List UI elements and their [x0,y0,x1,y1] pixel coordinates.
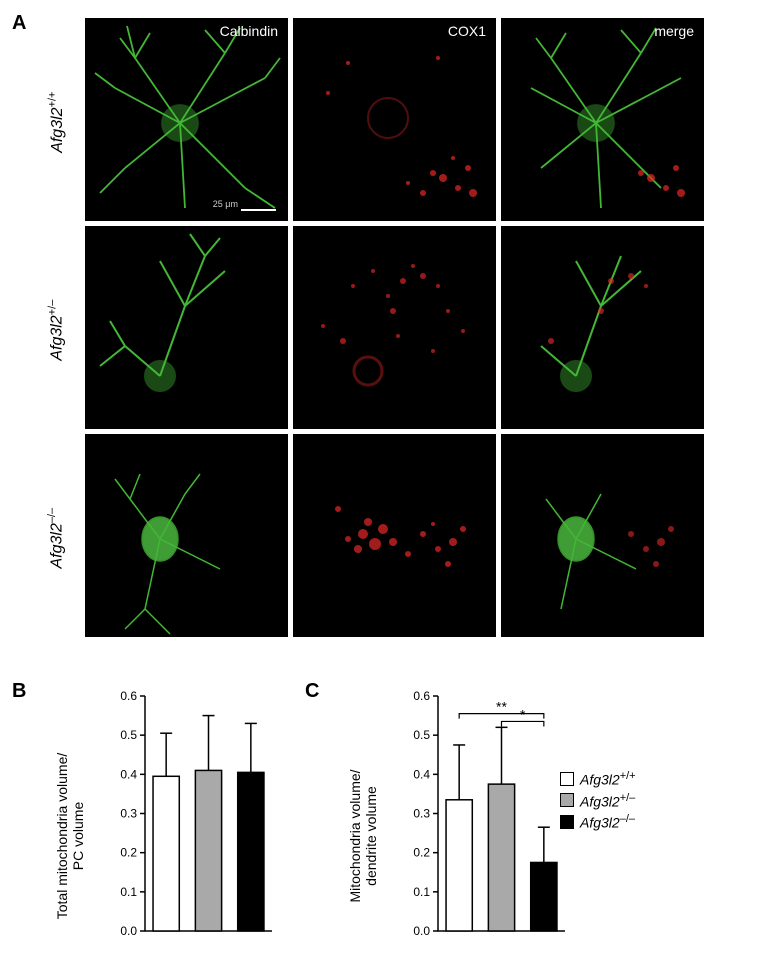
column-label: COX1 [448,23,486,39]
chart-b-svg: 0.0 0.1 0.2 0.3 0.4 0.5 0.6 [107,688,277,943]
genotype-text: Afg3l2 [49,315,66,360]
column-label: merge [654,23,694,39]
micro-wt-cox1: COX1 [293,18,496,221]
row-label-wt: Afg3l2+/+ [46,92,66,153]
ylabel-line1: Total mitochondria volume/ [54,753,70,920]
panel-letter-a: A [12,12,26,35]
svg-text:0.2: 0.2 [413,846,430,860]
genotype-text: Afg3l2 [49,107,66,152]
scale-bar-line [241,209,276,211]
legend-label: Afg3l2+/+ [580,770,636,788]
svg-text:0.4: 0.4 [120,767,137,781]
svg-text:**: ** [496,699,507,715]
chart-c: 0.00.10.20.30.40.50.6*** [400,688,570,943]
chart-c-svg: 0.00.10.20.30.40.50.6*** [400,688,570,943]
svg-text:0.1: 0.1 [120,885,137,899]
mito-image [293,18,496,221]
chart-b-ylabel: Total mitochondria volume/ PC volume [54,736,86,936]
ylabel-line2: PC volume [70,802,86,870]
legend-swatch [560,815,574,829]
chart-c-ylabel: Mitochondria volume/ dendrite volume [347,736,379,936]
svg-text:0.2: 0.2 [120,846,137,860]
legend-swatch [560,772,574,786]
neuron-image [85,18,288,221]
neuron-image [85,226,288,429]
panel-letter-b: B [12,680,26,703]
chart-b: 0.0 0.1 0.2 0.3 0.4 0.5 0.6 [107,688,277,943]
genotype-text: Afg3l2 [49,523,66,568]
micro-ko-cox1 [293,434,496,637]
neuron-image [85,434,288,637]
micro-het-calbindin [85,226,288,429]
genotype-sup: +/+ [46,92,58,108]
mito-image [293,434,496,637]
svg-text:0.0: 0.0 [120,924,137,938]
genotype-sup: –/– [46,508,58,523]
svg-text:0.1: 0.1 [413,885,430,899]
svg-text:0.0: 0.0 [413,924,430,938]
mito-image [293,226,496,429]
merge-image [501,226,704,429]
svg-text:0.4: 0.4 [413,767,430,781]
genotype-sup: +/– [46,300,58,316]
micro-ko-merge [501,434,704,637]
micro-het-cox1 [293,226,496,429]
svg-text:0.5: 0.5 [413,728,430,742]
svg-text:*: * [520,706,526,722]
micro-row-ko [85,434,704,637]
legend-item-ko: Afg3l2–/– [560,813,636,831]
ylabel-line2: dendrite volume [363,786,379,886]
microscopy-grid: Calbindin 25 μm COX1 [85,18,704,642]
row-label-het: Afg3l2+/– [46,300,66,361]
panel-letter-c: C [305,680,319,703]
legend-item-wt: Afg3l2+/+ [560,770,636,788]
svg-text:0.3: 0.3 [120,807,137,821]
legend: Afg3l2+/+ Afg3l2+/– Afg3l2–/– [560,770,636,835]
micro-row-wt: Calbindin 25 μm COX1 [85,18,704,221]
column-label: Calbindin [220,23,278,39]
ylabel-line1: Mitochondria volume/ [347,769,363,902]
scale-bar-text: 25 μm [213,199,238,209]
svg-text:0.6: 0.6 [120,689,137,703]
micro-ko-calbindin [85,434,288,637]
svg-text:0.3: 0.3 [413,807,430,821]
svg-text:0.5: 0.5 [120,728,137,742]
merge-image [501,434,704,637]
merge-image [501,18,704,221]
legend-label: Afg3l2–/– [580,813,635,831]
micro-row-het [85,226,704,429]
svg-text:0.6: 0.6 [413,689,430,703]
micro-wt-calbindin: Calbindin 25 μm [85,18,288,221]
legend-label: Afg3l2+/– [580,792,635,810]
micro-wt-merge: merge [501,18,704,221]
legend-swatch [560,793,574,807]
row-label-ko: Afg3l2–/– [46,508,66,569]
legend-item-het: Afg3l2+/– [560,792,636,810]
micro-het-merge [501,226,704,429]
